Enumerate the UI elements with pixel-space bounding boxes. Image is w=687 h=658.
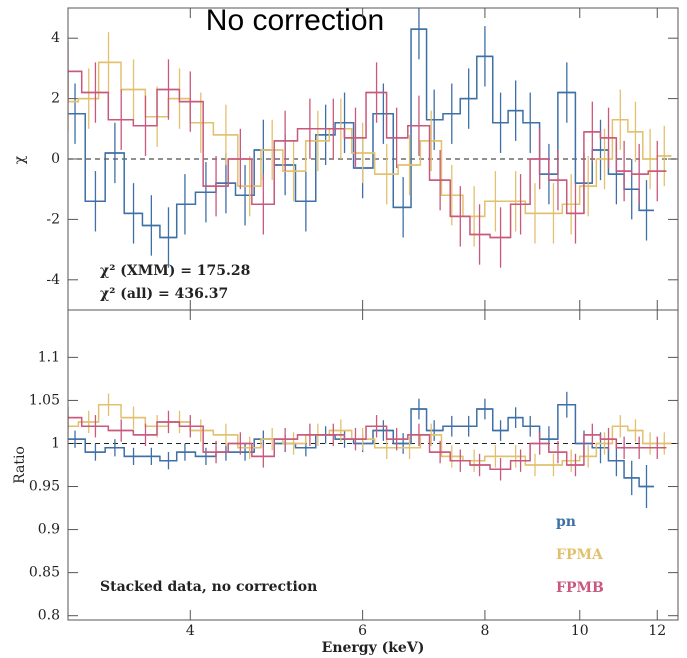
y-axis-label: Ratio — [12, 446, 28, 484]
step-outline — [68, 28, 654, 239]
y-tick-label: -2 — [46, 211, 60, 227]
y-tick-label: 0.8 — [38, 608, 60, 624]
y-tick-label: 2 — [51, 91, 60, 107]
step-outline — [68, 61, 672, 218]
x-tick-label: 8 — [480, 623, 489, 639]
y-tick-label: 0.85 — [29, 565, 60, 581]
legend-entry: pn — [556, 514, 576, 530]
x-tick-label: 10 — [571, 623, 589, 639]
y-tick-label: -4 — [46, 272, 60, 288]
x-tick-label: 4 — [186, 623, 195, 639]
legend-entry: FPMB — [556, 580, 604, 596]
y-tick-label: 1.05 — [29, 392, 60, 408]
y-tick-label: 1.1 — [38, 349, 60, 365]
series-group — [68, 391, 672, 509]
plot-frame — [67, 309, 679, 621]
x-tick-label: 12 — [648, 623, 666, 639]
annotation: χ² (XMM) = 175.28 — [100, 263, 250, 279]
y-tick-label: 0 — [51, 151, 60, 167]
y-axis-label: χ — [12, 155, 28, 164]
annotation: Stacked data, no correction — [100, 579, 317, 595]
step-outline — [68, 403, 654, 488]
legend-entry: FPMA — [556, 547, 604, 563]
annotation: χ² (all) = 436.37 — [100, 286, 228, 302]
y-tick-label: 0.95 — [29, 479, 60, 495]
series-group — [68, 8, 672, 268]
y-tick-label: 1 — [51, 435, 60, 451]
chart-title: No correction — [206, 4, 384, 37]
x-axis-label: Energy (keV) — [322, 640, 425, 656]
y-tick-label: 0.9 — [38, 522, 60, 538]
y-tick-label: 4 — [51, 30, 60, 46]
x-tick-label: 6 — [358, 623, 367, 639]
